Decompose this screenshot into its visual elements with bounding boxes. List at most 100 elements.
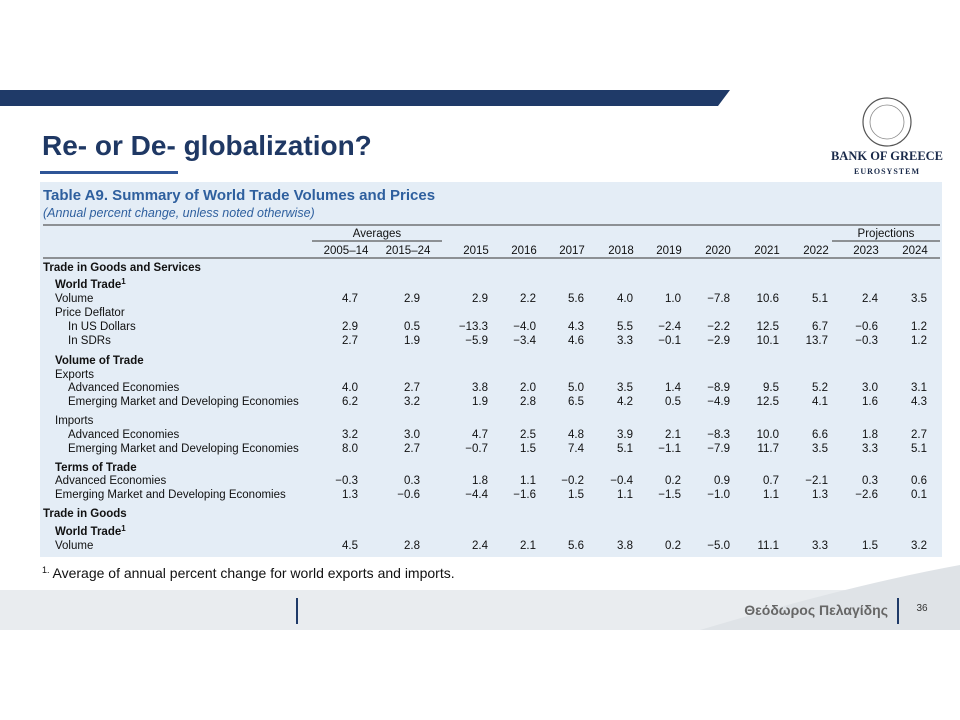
cell-value: −0.2 (561, 475, 584, 487)
cell-value: 1.2 (911, 335, 927, 347)
cell-value: 4.7 (472, 429, 488, 441)
cell-value: −7.9 (707, 443, 730, 455)
logo-sub: EUROSYSTEM (854, 167, 920, 176)
row-label: In US Dollars (68, 321, 136, 333)
cell-value: 1.0 (665, 293, 681, 305)
cell-value: 1.9 (404, 335, 420, 347)
cell-value: −2.9 (707, 335, 730, 347)
cell-value: 1.8 (472, 475, 488, 487)
row-label-text: Emerging Market and Developing Economies (68, 396, 299, 408)
row-label-text: Trade in Goods and Services (43, 262, 201, 274)
row-label: In SDRs (68, 335, 111, 347)
cell-value: 7.4 (568, 443, 585, 455)
footnote-mark: 1. (42, 565, 50, 575)
cell-value: −0.6 (855, 321, 878, 333)
row-label: Terms of Trade (55, 462, 137, 474)
cell-value: 5.0 (568, 382, 584, 394)
column-header: 2017 (559, 245, 585, 257)
cell-value: 2.0 (520, 382, 536, 394)
row-label-text: In SDRs (68, 335, 111, 347)
cell-value: 2.7 (404, 382, 420, 394)
cell-value: 0.1 (911, 489, 927, 501)
cell-value: 4.3 (568, 321, 584, 333)
cell-value: 1.9 (472, 396, 488, 408)
cell-value: −0.6 (397, 489, 420, 501)
cell-value: −5.0 (707, 540, 730, 552)
row-label: Advanced Economies (68, 382, 179, 394)
row-label-text: Price Deflator (55, 307, 125, 319)
cell-value: 3.3 (812, 540, 828, 552)
cell-value: 2.9 (404, 293, 420, 305)
cell-value: 3.5 (911, 293, 927, 305)
cell-value: 0.6 (911, 475, 927, 487)
cell-value: 0.3 (404, 475, 420, 487)
cell-value: 5.1 (617, 443, 633, 455)
cell-value: −2.1 (805, 475, 828, 487)
row-label: Emerging Market and Developing Economies (55, 489, 286, 501)
row-label-text: Emerging Market and Developing Economies (68, 443, 299, 455)
cell-value: −7.8 (707, 293, 730, 305)
cell-value: 2.4 (472, 540, 489, 552)
column-header: 2022 (803, 245, 829, 257)
footer-band (0, 590, 960, 630)
cell-value: −2.6 (855, 489, 878, 501)
cell-value: 3.5 (812, 443, 828, 455)
row-label-text: World Trade (55, 526, 121, 538)
cell-value: −8.3 (707, 429, 730, 441)
table-title: Table A9. Summary of World Trade Volumes… (43, 187, 435, 204)
cell-value: 1.5 (520, 443, 536, 455)
cell-value: 4.1 (812, 396, 828, 408)
cell-value: 4.6 (568, 335, 584, 347)
cell-value: 1.8 (862, 429, 878, 441)
cell-value: 12.5 (757, 321, 779, 333)
cell-value: 1.3 (342, 489, 358, 501)
cell-value: 3.2 (342, 429, 358, 441)
row-label-text: Volume (55, 540, 93, 552)
logo: BANK OF GREECE EUROSYSTEM (831, 97, 943, 176)
row-label: Price Deflator (55, 307, 125, 319)
row-label-text: Advanced Economies (68, 429, 179, 441)
logo-emblem-inner (869, 104, 905, 140)
cell-value: 10.6 (757, 293, 779, 305)
row-label: Trade in Goods and Services (43, 262, 201, 274)
cell-value: −0.3 (335, 475, 358, 487)
cell-value: 0.2 (665, 540, 681, 552)
row-label-text: World Trade (55, 279, 121, 291)
cell-value: −3.4 (513, 335, 536, 347)
cell-value: −4.9 (707, 396, 730, 408)
row-label: Trade in Goods (43, 508, 127, 520)
cell-value: 4.0 (342, 382, 358, 394)
cell-value: −2.2 (707, 321, 730, 333)
cell-value: 3.5 (617, 382, 633, 394)
cell-value: 8.0 (342, 443, 358, 455)
cell-value: 0.5 (404, 321, 420, 333)
cell-value: 1.6 (862, 396, 878, 408)
column-header: 2005–14 (324, 245, 369, 257)
cell-value: −4.4 (465, 489, 488, 501)
cell-value: 2.7 (342, 335, 358, 347)
row-label-text: Terms of Trade (55, 462, 137, 474)
cell-value: 6.6 (812, 429, 828, 441)
cell-value: 6.2 (342, 396, 358, 408)
cell-value: 5.5 (617, 321, 633, 333)
cell-value: 4.7 (342, 293, 358, 305)
row-label: World Trade1 (55, 277, 126, 291)
table-background (40, 182, 942, 557)
cell-value: 4.3 (911, 396, 927, 408)
cell-value: 10.1 (757, 335, 779, 347)
cell-value: 4.8 (568, 429, 584, 441)
row-label: Volume of Trade (55, 355, 144, 367)
cell-value: 9.5 (763, 382, 779, 394)
cell-value: 1.5 (862, 540, 878, 552)
column-header: 2015–24 (386, 245, 431, 257)
cell-value: 6.7 (812, 321, 828, 333)
row-label-text: Volume (55, 293, 93, 305)
cell-value: 5.1 (812, 293, 828, 305)
column-header: 2018 (608, 245, 634, 257)
cell-value: −2.4 (658, 321, 681, 333)
cell-value: −0.4 (610, 475, 633, 487)
row-note: 1 (121, 277, 126, 286)
cell-value: 3.1 (911, 382, 927, 394)
footnote: 1. Average of annual percent change for w… (42, 565, 455, 581)
